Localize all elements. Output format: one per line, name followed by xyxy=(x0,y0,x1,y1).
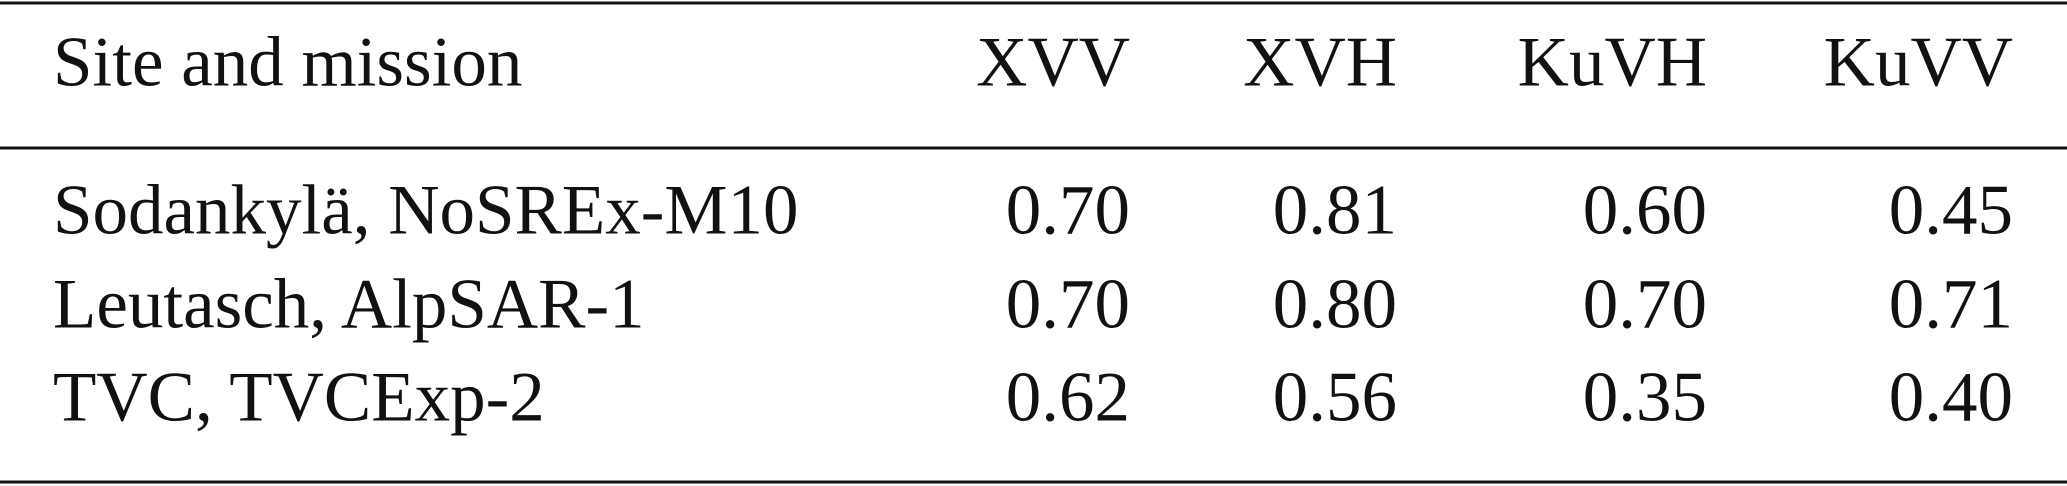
value-cell: 0.70 xyxy=(1583,265,1707,343)
header-cell: Site and mission xyxy=(53,23,522,101)
value-cell: 0.81 xyxy=(1273,171,1397,249)
value-cell: 0.71 xyxy=(1889,265,2013,343)
header-cell: XVV xyxy=(976,23,1130,101)
value-cell: 0.70 xyxy=(1006,265,1130,343)
row-label: Sodankylä, NoSREx-M10 xyxy=(53,171,799,249)
value-cell: 0.60 xyxy=(1583,171,1707,249)
value-cell: 0.35 xyxy=(1583,358,1707,436)
header-cell: KuVV xyxy=(1824,23,2013,101)
row-label: TVC, TVCExp-2 xyxy=(53,358,545,436)
header-cell: KuVH xyxy=(1518,23,1707,101)
value-cell: 0.70 xyxy=(1006,171,1130,249)
value-cell: 0.80 xyxy=(1273,265,1397,343)
value-cell: 0.45 xyxy=(1889,171,2013,249)
value-cell: 0.62 xyxy=(1006,358,1130,436)
header-cell: XVH xyxy=(1243,23,1397,101)
value-cell: 0.40 xyxy=(1889,358,2013,436)
row-label: Leutasch, AlpSAR-1 xyxy=(53,265,645,343)
value-cell: 0.56 xyxy=(1273,358,1397,436)
